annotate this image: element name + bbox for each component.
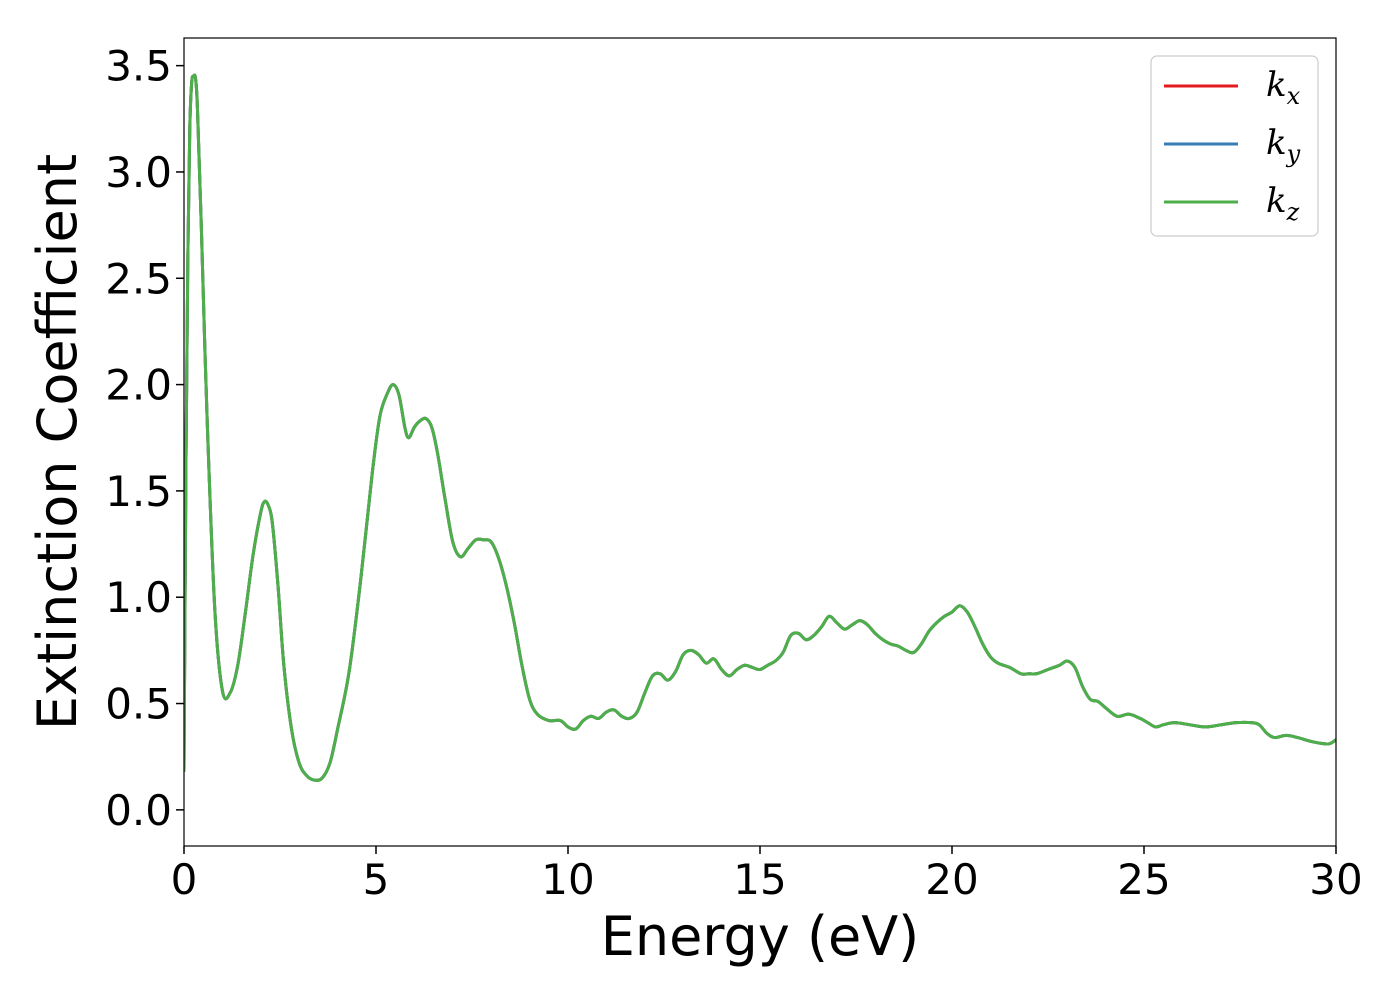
legend-label-base: k [1266,65,1287,105]
y-tick-label: 2.5 [105,254,172,303]
legend-label-base: k [1266,181,1287,221]
legend-label-kx: kx [1266,65,1301,110]
legend-label-subscript: z [1286,198,1300,226]
y-tick-label: 1.0 [105,573,172,622]
x-axis: 0 5 10 15 20 25 30 [171,846,1363,904]
y-tick-label: 1.5 [105,467,172,516]
x-tick-label: 30 [1309,855,1362,904]
x-tick-label: 0 [171,855,198,904]
y-tick-label: 2.0 [105,361,172,410]
y-tick-label: 0.5 [105,680,172,729]
y-tick-label: 0.0 [105,786,172,835]
legend-box [1150,55,1319,237]
y-axis-label: Extinction Coefficient [26,154,89,730]
y-tick-label: 3.0 [105,148,172,197]
y-axis: 0.0 0.5 1.0 1.5 2.0 2.5 3.0 3.5 [105,42,184,835]
legend-label-kz: kz [1266,181,1300,226]
x-tick-label: 10 [541,855,594,904]
legend-label-subscript: x [1287,82,1301,110]
x-tick-label: 15 [733,855,786,904]
x-tick-label: 20 [925,855,978,904]
x-axis-label: Energy (eV) [601,905,920,968]
legend-label-ky: ky [1266,123,1301,168]
x-tick-label: 25 [1117,855,1170,904]
legend-label-subscript: y [1286,140,1301,168]
y-tick-label: 3.5 [105,42,172,91]
series-line-k-z [184,73,1336,782]
x-tick-label: 5 [363,855,390,904]
legend-label-base: k [1266,123,1287,163]
series-layer [184,73,1336,782]
